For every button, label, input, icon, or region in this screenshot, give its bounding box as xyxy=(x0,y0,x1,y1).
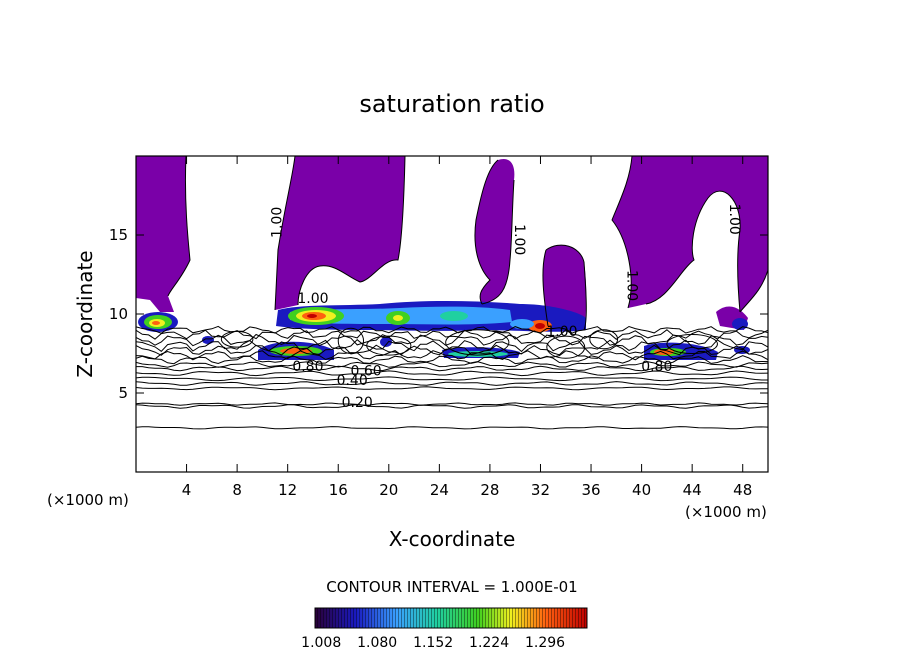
contour-label-group: 1.00 xyxy=(546,324,577,340)
contour-line xyxy=(136,333,768,347)
colorbar-tick-label: 1.296 xyxy=(525,635,565,651)
x-tick-label: 40 xyxy=(632,481,651,499)
x-tick-label: 4 xyxy=(182,481,192,499)
contour-line xyxy=(136,329,768,340)
contour-line xyxy=(136,376,768,382)
purple-region-left xyxy=(136,156,190,312)
purple-region-center xyxy=(474,158,515,304)
contour-label: 1.00 xyxy=(726,204,742,235)
contour-lines xyxy=(136,325,768,430)
contour-line xyxy=(136,339,768,353)
x-tick-label: 28 xyxy=(480,481,499,499)
contour-interval-text: CONTOUR INTERVAL = 1.000E-01 xyxy=(326,578,577,596)
contour-line xyxy=(136,350,768,361)
x-unit-right: (×1000 m) xyxy=(685,503,767,521)
contour-line xyxy=(136,370,768,377)
contour-label-group: 0.80 xyxy=(292,359,323,375)
colorbar: 1.008 1.080 1.152 1.224 1.296 xyxy=(301,607,588,651)
y-tick-label: 10 xyxy=(109,305,128,323)
contour-label: 0.80 xyxy=(292,359,323,375)
contour-label: 1.00 xyxy=(624,270,640,301)
saturation-1-contour xyxy=(167,156,768,331)
contour-label: 0.20 xyxy=(342,395,373,411)
contour-label: 0.80 xyxy=(641,359,672,375)
contour-line xyxy=(136,355,768,365)
contour-loop xyxy=(445,329,510,356)
x-axis-ticks: 4 8 12 16 20 24 28 32 36 40 44 48 xyxy=(182,156,752,499)
contour-loop xyxy=(589,329,619,350)
contour-label-group: 0.60 xyxy=(350,364,381,380)
colorbar-ticks: 1.008 1.080 1.152 1.224 1.296 xyxy=(301,635,565,651)
x-axis-label: X-coordinate xyxy=(389,527,516,551)
colorbar-stripes xyxy=(315,608,587,628)
colorbar-frame xyxy=(314,607,588,629)
contour-line xyxy=(136,365,768,372)
purple-region-center-left xyxy=(275,156,405,310)
cloud-band-upper xyxy=(276,301,586,332)
contour-label: 1.00 xyxy=(546,324,577,340)
x-tick-label: 36 xyxy=(581,481,600,499)
plot-area: 1.00 1.00 1.00 1.00 1.00 1.00 0.80 0.80 0.600.40… xyxy=(136,156,768,472)
contour-labels: 1.00 1.00 1.00 1.00 1.00 1.00 0.80 0.80 0.600.40… xyxy=(269,204,742,412)
x-tick-label: 12 xyxy=(278,481,297,499)
contour-label-group: 0.20 xyxy=(342,395,373,411)
contour-label-group: 1.00 xyxy=(624,270,640,301)
colorbar-tick-label: 1.008 xyxy=(301,635,341,651)
contour-label-group: 0.80 xyxy=(641,359,672,375)
contour-label-group: 1.00 xyxy=(511,224,527,255)
contour-loop xyxy=(546,335,586,359)
contour-label-group: 1.00 xyxy=(269,207,285,238)
contour-label: 1.00 xyxy=(511,224,527,255)
contour-loop xyxy=(366,335,412,356)
contour-label-group: 0.40 xyxy=(337,373,368,389)
contour-line xyxy=(136,344,768,356)
contour-line xyxy=(136,402,768,406)
colorbar-tick-label: 1.152 xyxy=(413,635,453,651)
y-tick-label: 15 xyxy=(109,226,128,244)
contour-label: 0.40 xyxy=(337,373,368,389)
x-tick-label: 20 xyxy=(379,481,398,499)
x-tick-label: 44 xyxy=(683,481,702,499)
x-tick-label: 16 xyxy=(329,481,348,499)
contour-label: 1.00 xyxy=(297,291,328,307)
cloud-band-left xyxy=(138,312,178,332)
chart-title: saturation ratio xyxy=(359,90,544,118)
contour-line xyxy=(136,381,768,386)
y-tick-label: 5 xyxy=(118,384,128,402)
contour-label-group: 1.00 xyxy=(726,204,742,235)
contour-loop xyxy=(220,330,254,348)
contour-label: 0.60 xyxy=(350,364,381,380)
contour-loop xyxy=(337,327,365,354)
colorbar-tick-label: 1.080 xyxy=(357,635,397,651)
contour-label-group: 1.00 xyxy=(297,291,328,307)
x-tick-label: 24 xyxy=(430,481,449,499)
contour-line xyxy=(136,361,768,368)
colorbar-tick-label: 1.224 xyxy=(469,635,509,651)
x-tick-label: 48 xyxy=(733,481,752,499)
y-axis-label: Z-coordinate xyxy=(73,250,97,377)
x-tick-label: 32 xyxy=(531,481,550,499)
x-tick-label: 8 xyxy=(232,481,242,499)
contour-line xyxy=(136,386,768,391)
x-unit-left: (×1000 m) xyxy=(47,491,129,509)
contour-line xyxy=(136,404,768,409)
contour-loop xyxy=(666,334,718,354)
contour-label: 1.00 xyxy=(269,207,285,238)
cloud-band-lower xyxy=(202,318,750,360)
contour-line xyxy=(136,426,768,430)
y-axis-ticks: 5 10 15 xyxy=(109,226,768,402)
